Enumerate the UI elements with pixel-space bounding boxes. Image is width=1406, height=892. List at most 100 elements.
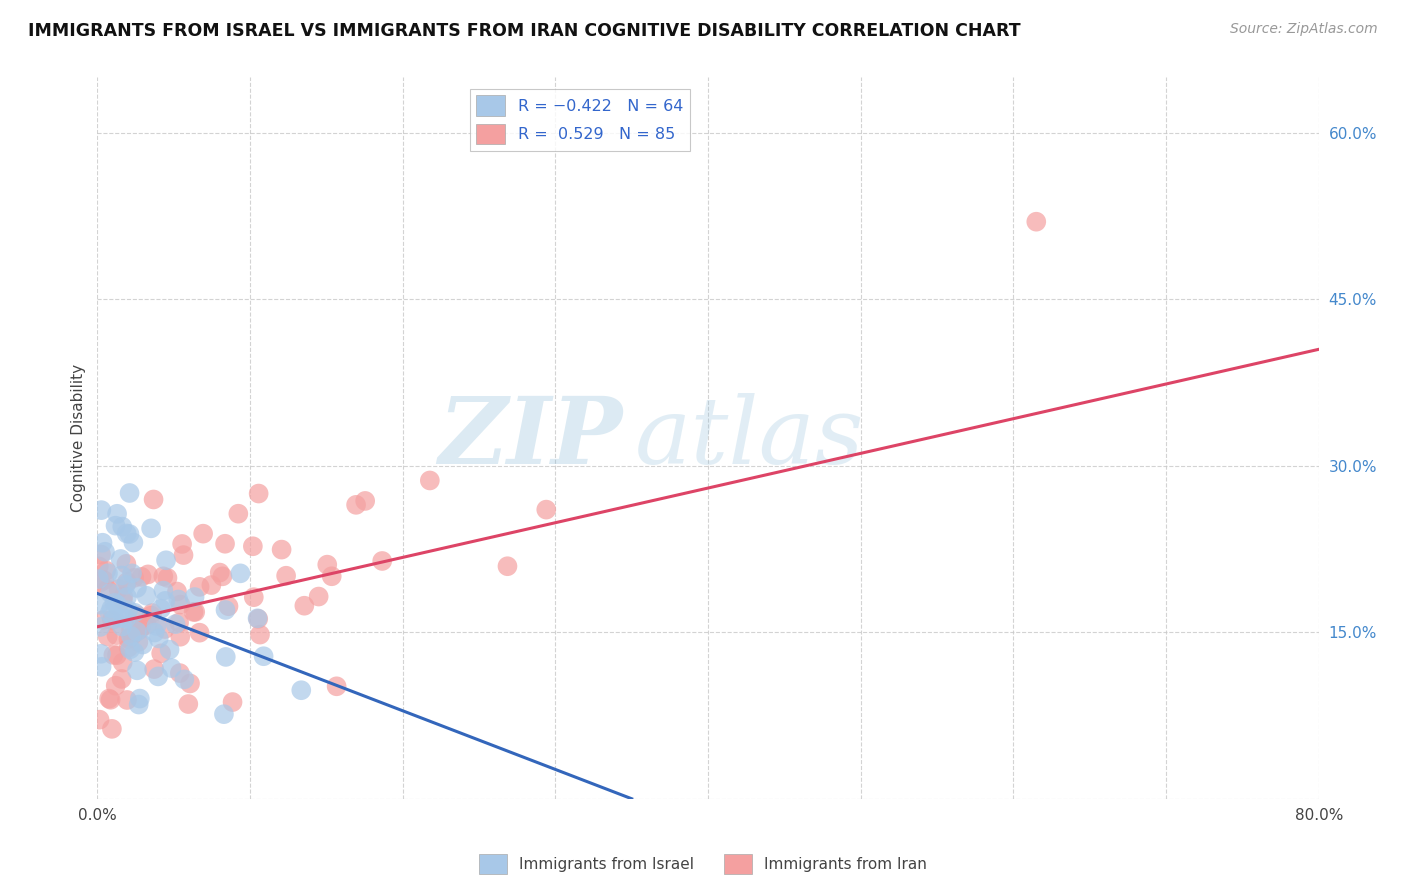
Point [183,590,205,604]
Point [96,582,118,597]
Point [173,548,195,562]
Point [212,707,235,722]
Point [200,578,222,592]
Point [208,566,231,580]
Point [118,486,141,500]
Point [136,618,159,632]
Point [97,630,120,644]
Point [143,662,166,676]
Point [152,583,174,598]
Point [105,648,128,662]
Point [107,598,129,612]
Point [211,569,233,583]
Point [124,645,146,659]
Point [155,553,177,567]
Point [165,617,187,632]
Point [290,683,312,698]
Point [179,676,201,690]
Point [87,572,110,586]
Point [94,545,117,559]
Point [100,692,122,706]
Point [122,571,145,585]
Point [156,571,179,585]
Point [139,521,162,535]
Point [97,566,120,581]
Point [124,606,146,620]
Text: ZIP: ZIP [439,393,623,483]
Point [101,722,124,736]
Point [128,698,150,712]
Point [111,656,134,670]
Point [90,647,112,661]
Point [105,628,128,642]
Point [321,569,343,583]
Point [325,679,347,693]
Point [229,566,252,581]
Point [177,697,200,711]
Point [111,593,134,607]
Point [105,507,128,521]
Point [249,627,271,641]
Point [247,612,270,626]
Point [166,584,188,599]
Point [129,621,152,635]
Point [143,625,166,640]
Point [121,566,143,581]
Point [141,608,163,623]
Point [173,673,195,687]
Point [125,581,148,595]
Point [120,642,142,657]
Point [141,606,163,620]
Point [214,537,236,551]
Point [114,578,136,592]
Point [169,598,191,612]
Point [87,598,110,612]
Point [292,599,315,613]
Point [117,603,139,617]
Point [98,691,121,706]
Point [90,503,112,517]
Point [145,619,167,633]
Point [89,620,111,634]
Point [169,666,191,681]
Point [91,535,114,549]
Point [98,606,121,620]
Point [153,622,176,636]
Point [120,623,142,637]
Point [90,659,112,673]
Point [89,575,111,590]
Legend: R = −0.422   N = 64, R =  0.529   N = 85: R = −0.422 N = 64, R = 0.529 N = 85 [470,89,689,151]
Point [142,492,165,507]
Point [98,586,121,600]
Point [121,628,143,642]
Point [93,573,115,587]
Point [146,669,169,683]
Point [127,608,149,623]
Point [159,642,181,657]
Point [183,605,205,619]
Point [128,623,150,637]
Point [115,590,138,604]
Point [344,498,367,512]
Point [148,632,170,646]
Point [112,590,135,604]
Point [128,691,150,706]
Y-axis label: Cognitive Disability: Cognitive Disability [72,364,86,512]
Point [91,613,114,627]
Point [104,596,127,610]
Point [110,672,132,686]
Point [1025,215,1047,229]
Point [150,646,173,660]
Point [536,502,558,516]
Point [117,632,139,646]
Point [111,568,134,582]
Point [90,548,112,562]
Point [188,580,211,594]
Point [132,638,155,652]
Point [152,569,174,583]
Point [115,526,138,541]
Point [136,567,159,582]
Point [115,557,138,571]
Point [131,570,153,584]
Point [120,629,142,643]
